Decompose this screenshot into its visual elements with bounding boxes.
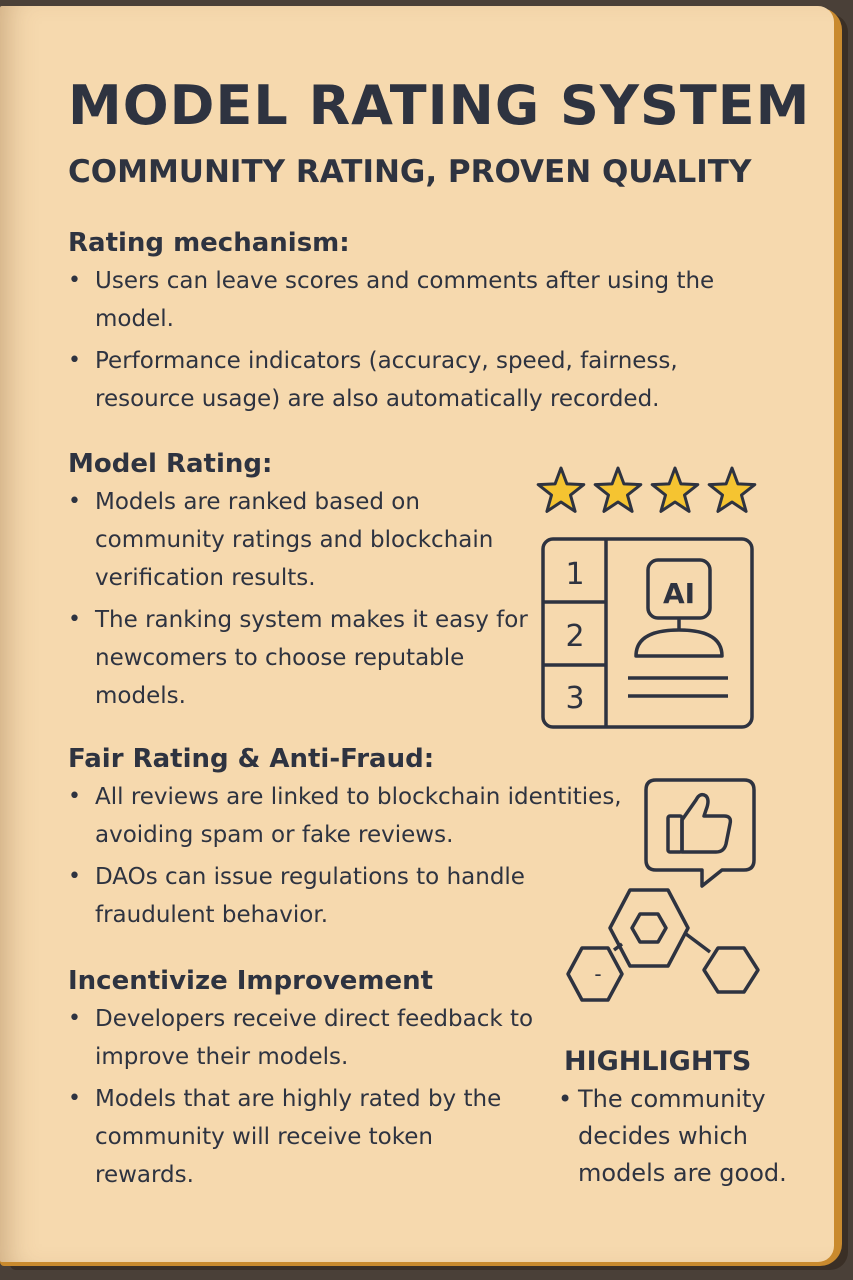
section-fair-rating: Fair Rating & Anti-Fraud: All reviews ar…: [68, 744, 628, 938]
hexagon-node: [566, 946, 624, 1002]
list-item: Developers receive direct feedback to im…: [68, 1000, 538, 1076]
star-rating-icon: [536, 466, 757, 513]
bullet-list: Models are ranked based on community rat…: [68, 483, 528, 715]
thumbs-up-icon: [680, 792, 733, 854]
section-model-rating: Model Rating: Models are ranked based on…: [68, 449, 528, 719]
stars-group: [536, 466, 757, 513]
notebook-page: MODEL RATING SYSTEM COMMUNITY RATING, PR…: [0, 6, 834, 1262]
rank-label: 2: [565, 619, 584, 654]
bullet-list: Developers receive direct feedback to im…: [68, 1000, 538, 1194]
thumb-cuff: [666, 814, 684, 854]
network-link: [684, 932, 712, 954]
section-rating-mechanism: Rating mechanism: Users can leave scores…: [68, 228, 748, 422]
star-icon: [536, 466, 586, 513]
list-item: The community decides which models are g…: [556, 1081, 796, 1192]
list-item: Users can leave scores and comments afte…: [68, 262, 748, 338]
list-item: Performance indicators (accuracy, speed,…: [68, 342, 748, 418]
thumbs-up-bubble-icon: [644, 778, 756, 888]
hexagon-node: [608, 888, 690, 968]
page-title: MODEL RATING SYSTEM: [68, 74, 811, 137]
bullet-list: The community decides which models are g…: [556, 1081, 796, 1192]
bullet-list: Users can leave scores and comments afte…: [68, 262, 748, 418]
list-item: DAOs can issue regulations to handle fra…: [68, 858, 628, 934]
star-icon: [593, 466, 643, 513]
page-subtitle: COMMUNITY RATING, PROVEN QUALITY: [68, 154, 752, 190]
hexagon-node: [702, 946, 760, 994]
bullet-list: All reviews are linked to blockchain ide…: [68, 778, 628, 934]
section-heading: Model Rating:: [68, 449, 273, 479]
section-incentivize-improvement: Incentivize Improvement Developers recei…: [68, 966, 538, 1198]
highlights-box: HIGHLIGHTS The community decides which m…: [556, 1046, 796, 1192]
rank-label: 3: [565, 681, 584, 716]
section-heading: Fair Rating & Anti-Fraud:: [68, 744, 435, 774]
hexagon-inner: [630, 912, 668, 944]
star-icon: [650, 466, 700, 513]
list-item: The ranking system makes it easy for new…: [68, 601, 528, 715]
section-heading: Incentivize Improvement: [68, 966, 434, 996]
speech-bubble: [644, 778, 756, 888]
list-item: Models that are highly rated by the comm…: [68, 1080, 538, 1194]
ranking-card-icon: 1 2 3 AI: [541, 537, 754, 729]
section-heading: Rating mechanism:: [68, 228, 350, 258]
highlights-heading: HIGHLIGHTS: [564, 1046, 752, 1077]
network-link: [612, 942, 624, 952]
node-label: -: [594, 962, 601, 986]
card-frame: [541, 537, 754, 729]
ai-badge: AI: [663, 577, 695, 610]
ai-body: [634, 628, 724, 658]
star-icon: [707, 466, 757, 513]
network-icon: -: [566, 888, 760, 1002]
list-item: Models are ranked based on community rat…: [68, 483, 528, 597]
rank-label: 1: [565, 557, 584, 592]
list-item: All reviews are linked to blockchain ide…: [68, 778, 628, 854]
